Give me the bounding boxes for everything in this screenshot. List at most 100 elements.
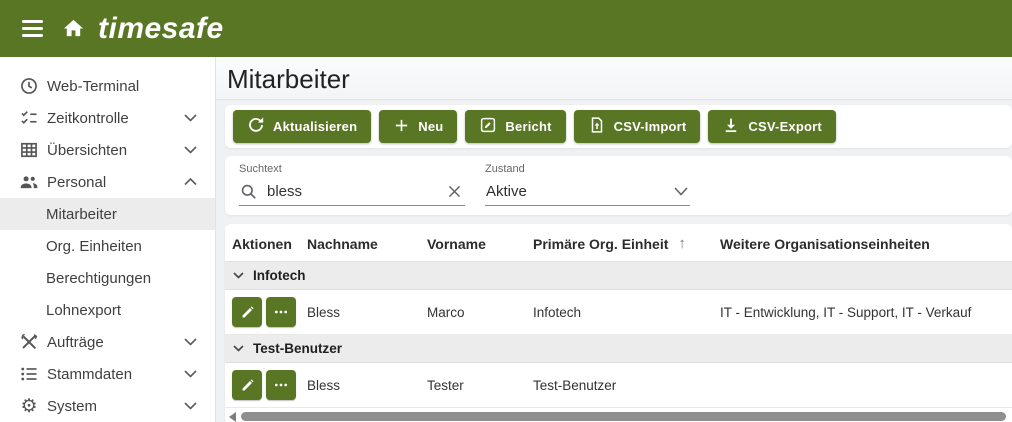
column-header-weitere-organisationseinheiten[interactable]: Weitere Organisationseinheiten xyxy=(720,235,930,252)
sidebar-item-auftraege[interactable]: Aufträge xyxy=(0,326,215,358)
sidebar-subitem-mitarbeiter[interactable]: Mitarbeiter xyxy=(0,198,215,230)
column-header-vorname[interactable]: Vorname xyxy=(427,235,486,252)
search-label: Suchtext xyxy=(239,163,282,175)
search-icon xyxy=(239,182,258,201)
main-content: Mitarbeiter Aktualisieren Neu Bericht xyxy=(216,57,1012,422)
employee-row[interactable]: Bless Marco Infotech IT - Entwicklung, I… xyxy=(225,290,1012,335)
refresh-button[interactable]: Aktualisieren xyxy=(233,110,372,143)
sidebar-item-label: Stammdaten xyxy=(47,365,133,383)
clock-icon xyxy=(17,74,41,98)
chevron-down-icon xyxy=(184,370,197,378)
brand-logo[interactable]: timesafe xyxy=(98,11,224,45)
sidebar-item-label: Berechtigungen xyxy=(46,269,152,287)
report-icon xyxy=(479,116,497,137)
sidebar-item-label: System xyxy=(47,397,98,415)
more-actions-button[interactable] xyxy=(266,370,296,400)
button-label: Neu xyxy=(418,119,444,134)
button-label: Bericht xyxy=(505,119,552,134)
group-name: Infotech xyxy=(253,268,306,283)
search-input[interactable] xyxy=(258,182,492,200)
sidebar-subitem-lohnexport[interactable]: Lohnexport xyxy=(0,294,215,326)
column-header-nachname[interactable]: Nachname xyxy=(307,235,378,252)
sidebar-item-label: Personal xyxy=(47,173,107,191)
plus-icon xyxy=(393,117,410,137)
sidebar-item-label: Zeitkontrolle xyxy=(47,109,129,127)
edit-button[interactable] xyxy=(232,370,262,400)
cell-vorname: Marco xyxy=(427,304,465,320)
sort-ascending-icon: ↑ xyxy=(678,235,686,252)
tools-icon xyxy=(17,330,41,354)
sidebar-item-label: Mitarbeiter xyxy=(46,205,117,223)
search-field: Suchtext xyxy=(239,163,492,215)
ellipsis-icon xyxy=(273,304,289,320)
sidebar-subitem-org-einheiten[interactable]: Org. Einheiten xyxy=(0,230,215,262)
cell-weitere-organisationseinheiten: IT - Entwicklung, IT - Support, IT - Ver… xyxy=(720,304,972,320)
sidebar-item-web-terminal[interactable]: Web-Terminal xyxy=(0,70,215,102)
chevron-down-icon xyxy=(674,186,688,196)
sidebar-item-system[interactable]: ⚙ System xyxy=(0,390,215,422)
collapse-chevron-icon xyxy=(233,345,244,352)
sidebar-item-personal[interactable]: Personal xyxy=(0,166,215,198)
new-button[interactable]: Neu xyxy=(379,110,458,143)
state-field: Zustand Aktive xyxy=(485,163,690,215)
sidebar-item-zeitkontrolle[interactable]: Zeitkontrolle xyxy=(0,102,215,134)
group-row-infotech[interactable]: Infotech xyxy=(225,262,1012,290)
group-row-test-benutzer[interactable]: Test-Benutzer xyxy=(225,335,1012,363)
csv-export-button[interactable]: CSV-Export xyxy=(708,110,836,143)
edit-button[interactable] xyxy=(232,297,262,327)
button-label: CSV-Import xyxy=(613,119,687,134)
file-upload-icon xyxy=(588,116,606,137)
cell-nachname: Bless xyxy=(307,304,341,320)
state-label: Zustand xyxy=(485,163,525,175)
sidebar-item-label: Web-Terminal xyxy=(47,77,140,95)
pencil-icon xyxy=(239,304,256,321)
scroll-left-arrow-icon[interactable] xyxy=(229,412,236,422)
employee-row[interactable]: Bless Tester Test-Benutzer xyxy=(225,363,1012,408)
cell-primaere-org-einheit: Test-Benutzer xyxy=(533,377,617,393)
cell-primaere-org-einheit: Infotech xyxy=(533,304,582,320)
column-header-label: Primäre Org. Einheit xyxy=(533,235,669,252)
chevron-down-icon xyxy=(184,146,197,154)
toolbar: Aktualisieren Neu Bericht CSV-Import xyxy=(225,105,1012,148)
sidebar-item-label: Lohnexport xyxy=(46,301,122,319)
button-label: Aktualisieren xyxy=(273,119,358,134)
scrollbar-thumb[interactable] xyxy=(241,412,1006,421)
column-header-aktionen[interactable]: Aktionen xyxy=(232,235,292,252)
sidebar-item-uebersichten[interactable]: Übersichten xyxy=(0,134,215,166)
report-button[interactable]: Bericht xyxy=(465,110,566,143)
sidebar-subitem-berechtigungen[interactable]: Berechtigungen xyxy=(0,262,215,294)
topbar: timesafe xyxy=(0,0,1012,57)
group-name: Test-Benutzer xyxy=(253,341,343,356)
sidebar-item-label: Aufträge xyxy=(47,333,104,351)
state-select[interactable]: Aktive xyxy=(485,177,690,206)
cell-nachname: Bless xyxy=(307,377,341,393)
chevron-down-icon xyxy=(184,114,197,122)
list-icon xyxy=(17,362,41,386)
chevron-up-icon xyxy=(184,178,197,186)
hamburger-menu-icon[interactable] xyxy=(22,20,43,37)
cell-vorname: Tester xyxy=(427,377,464,393)
filter-bar: Suchtext Zustand Aktive xyxy=(225,156,1012,215)
page-title: Mitarbeiter xyxy=(227,64,350,94)
download-icon xyxy=(722,116,740,137)
csv-import-button[interactable]: CSV-Import xyxy=(573,110,701,143)
sidebar-item-label: Org. Einheiten xyxy=(46,237,142,255)
gear-icon: ⚙ xyxy=(20,395,38,417)
sidebar: Web-Terminal Zeitkontrolle Übersichten xyxy=(0,57,216,422)
sidebar-item-stammdaten[interactable]: Stammdaten xyxy=(0,358,215,390)
employee-table: Aktionen Nachname Vorname Primäre Org. E… xyxy=(225,224,1012,422)
chevron-down-icon xyxy=(184,338,197,346)
close-icon[interactable] xyxy=(446,183,463,200)
horizontal-scrollbar[interactable] xyxy=(228,411,1009,422)
button-label: CSV-Export xyxy=(748,119,822,134)
page-header: Mitarbeiter xyxy=(216,57,1012,100)
more-actions-button[interactable] xyxy=(266,297,296,327)
ellipsis-icon xyxy=(273,377,289,393)
table-header-row: Aktionen Nachname Vorname Primäre Org. E… xyxy=(225,224,1012,262)
people-icon xyxy=(17,170,41,194)
column-header-primaere-org-einheit[interactable]: Primäre Org. Einheit ↑ xyxy=(533,235,720,252)
collapse-chevron-icon xyxy=(233,272,244,279)
home-icon[interactable] xyxy=(62,17,85,40)
chevron-down-icon xyxy=(184,402,197,410)
grid-icon xyxy=(17,138,41,162)
